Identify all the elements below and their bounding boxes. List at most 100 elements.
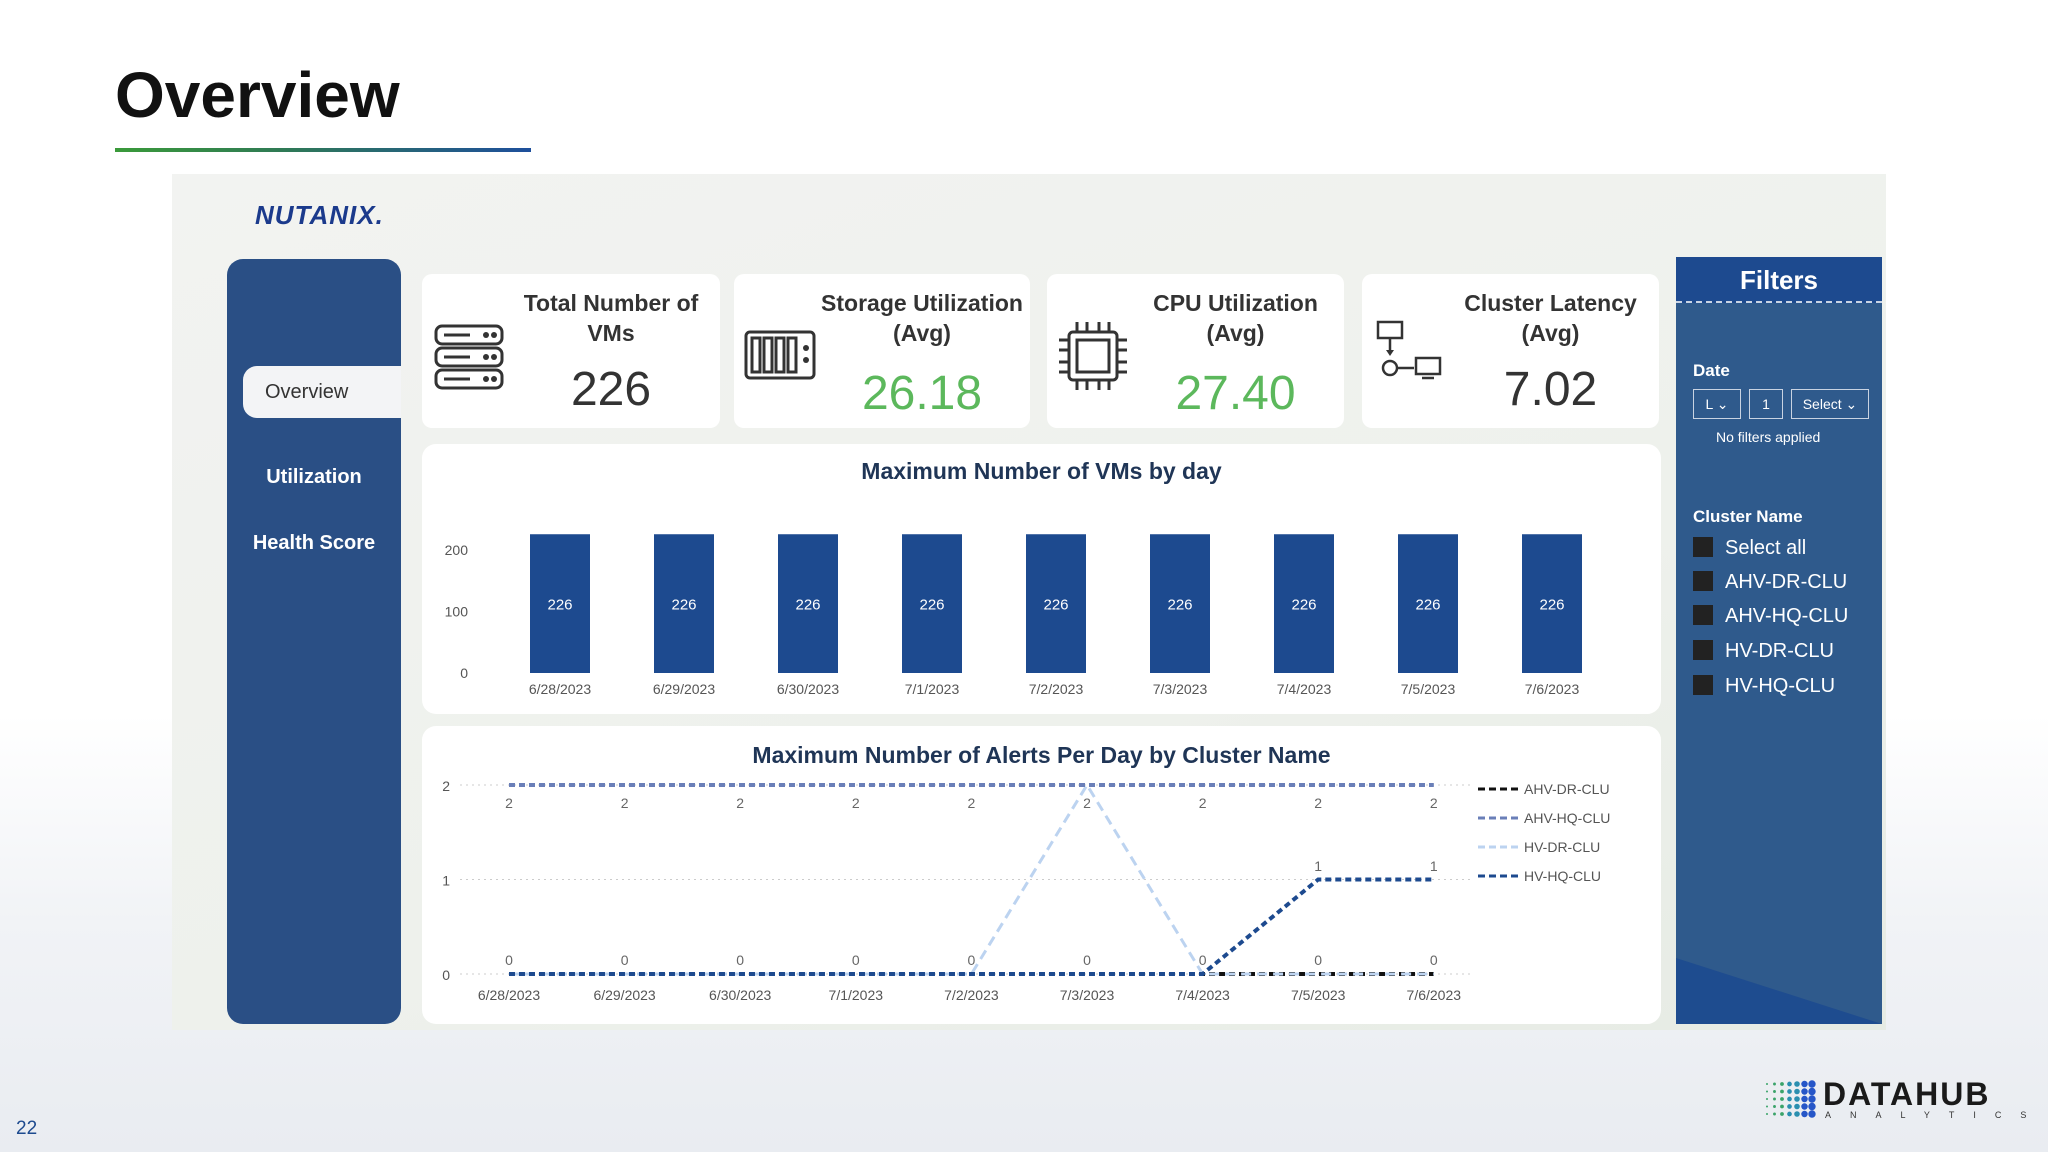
data-label: 2 <box>736 795 744 811</box>
nav-item-utilization[interactable]: Utilization <box>266 466 362 488</box>
bar-data-label: 226 <box>671 597 696 614</box>
kpi-title: CPU Utilization (Avg) <box>1153 290 1318 346</box>
cpu-chip-icon <box>1059 322 1127 390</box>
option-label: HV-DR-CLU <box>1725 640 1834 662</box>
kpi-value: 26.18 <box>861 367 983 420</box>
data-label: 2 <box>968 795 976 811</box>
y-tick-label: 1 <box>442 873 450 889</box>
kpi-value: 27.40 <box>1175 367 1296 420</box>
nav-item-overview[interactable]: Overview <box>243 366 401 418</box>
y-tick-label: 100 <box>445 604 469 620</box>
checkbox[interactable] <box>1693 571 1713 591</box>
storage-array-icon <box>744 330 816 380</box>
data-label: 2 <box>505 795 513 811</box>
cluster-filter-label: Cluster Name <box>1693 507 1803 526</box>
x-tick-label: 6/30/2023 <box>777 681 839 697</box>
server-stack-icon <box>434 324 504 390</box>
checkbox[interactable] <box>1693 537 1713 557</box>
kpi-title: Cluster Latency (Avg) <box>1464 290 1637 346</box>
x-tick-label: 7/5/2023 <box>1291 987 1346 1003</box>
nav-item-health-score[interactable]: Health Score <box>252 532 376 554</box>
date-mode-dropdown[interactable]: L ⌄ <box>1693 389 1741 419</box>
legend-label: AHV-DR-CLU <box>1524 781 1610 797</box>
bar-data-label: 226 <box>1539 597 1564 614</box>
date-unit-value: Select <box>1802 396 1842 412</box>
chart-title: Maximum Number of Alerts Per Day by Clus… <box>752 742 1331 768</box>
checkbox[interactable] <box>1693 640 1713 660</box>
cluster-option[interactable]: HV-DR-CLU <box>1693 640 1834 663</box>
datahub-dots-icon <box>1766 1080 1816 1118</box>
bar <box>1398 534 1458 673</box>
data-label: 2 <box>852 795 860 811</box>
bar-data-label: 226 <box>1043 597 1068 614</box>
chart-title: Maximum Number of VMs by day <box>861 458 1222 484</box>
data-label: 1 <box>1314 858 1322 874</box>
title-underline <box>115 148 531 152</box>
checkbox[interactable] <box>1693 675 1713 695</box>
data-label: 1 <box>1430 858 1438 874</box>
data-label: 2 <box>621 795 629 811</box>
decorative-wedge <box>1676 958 1882 1024</box>
bar-data-label: 226 <box>1167 597 1192 614</box>
x-tick-label: 7/2/2023 <box>944 987 999 1003</box>
data-label: 0 <box>736 952 744 968</box>
sidebar-nav: Overview Utilization Health Score <box>227 259 401 1024</box>
option-label: AHV-DR-CLU <box>1725 571 1848 593</box>
y-tick-label: 0 <box>442 967 450 983</box>
bar <box>1522 534 1582 673</box>
kpi-value: 7.02 <box>1503 363 1598 416</box>
nutanix-logo: NUTANIX. <box>255 200 384 230</box>
page-number: 22 <box>16 1118 38 1139</box>
legend-label: AHV-HQ-CLU <box>1524 810 1610 826</box>
bar-data-label: 226 <box>1415 597 1440 614</box>
bar <box>654 534 714 673</box>
bar <box>902 534 962 673</box>
legend-label: HV-HQ-CLU <box>1524 868 1601 884</box>
date-unit-dropdown[interactable]: Select ⌄ <box>1791 389 1869 419</box>
series-line <box>509 877 1434 976</box>
option-label: HV-HQ-CLU <box>1725 675 1836 697</box>
date-count-input[interactable]: 1 <box>1749 389 1783 419</box>
date-mode-value: L <box>1705 396 1713 412</box>
bar <box>1150 534 1210 673</box>
x-tick-label: 6/29/2023 <box>653 681 715 697</box>
cluster-option[interactable]: AHV-HQ-CLU <box>1693 605 1848 628</box>
x-tick-label: 6/28/2023 <box>529 681 591 697</box>
checkbox[interactable] <box>1693 605 1713 625</box>
x-tick-label: 7/4/2023 <box>1277 681 1332 697</box>
data-label: 0 <box>852 952 860 968</box>
data-label: 0 <box>1199 952 1207 968</box>
filters-pane: Filters Date L ⌄ 1 Select ⌄ No filters a… <box>1676 257 1882 1024</box>
x-tick-label: 7/3/2023 <box>1060 987 1115 1003</box>
x-tick-label: 7/1/2023 <box>829 987 884 1003</box>
data-label: 0 <box>1314 952 1322 968</box>
cluster-option-select-all[interactable]: Select all <box>1693 537 1806 560</box>
bar <box>1274 534 1334 673</box>
date-filter-status: No filters applied <box>1716 429 1821 445</box>
cluster-option[interactable]: AHV-DR-CLU <box>1693 571 1847 594</box>
filters-title: Filters <box>1676 257 1882 303</box>
bar <box>530 534 590 673</box>
network-latency-icon <box>1376 320 1442 380</box>
bar <box>1026 534 1086 673</box>
slide-title: Overview <box>115 59 400 131</box>
y-tick-label: 200 <box>445 542 469 558</box>
y-tick-label: 0 <box>460 665 468 681</box>
kpi-card-storage: Storage Utilization (Avg) 26.18 <box>734 274 1030 428</box>
data-label: 0 <box>505 952 513 968</box>
data-label: 0 <box>1083 952 1091 968</box>
x-tick-label: 7/6/2023 <box>1407 987 1462 1003</box>
kpi-card-latency: Cluster Latency (Avg) 7.02 <box>1362 274 1659 428</box>
bar-data-label: 226 <box>919 597 944 614</box>
bar-data-label: 226 <box>795 597 820 614</box>
kpi-card-total-vms: Total Number of VMs 226 <box>422 274 720 428</box>
datahub-logo: DATAHUB ANALYTICS <box>1763 1076 2026 1125</box>
x-tick-label: 7/1/2023 <box>905 681 960 697</box>
x-tick-label: 7/3/2023 <box>1153 681 1208 697</box>
data-label: 2 <box>1430 795 1438 811</box>
series-line <box>509 782 1434 976</box>
cluster-option[interactable]: HV-HQ-CLU <box>1693 675 1835 698</box>
x-tick-label: 7/6/2023 <box>1525 681 1580 697</box>
x-tick-label: 6/28/2023 <box>478 987 540 1003</box>
